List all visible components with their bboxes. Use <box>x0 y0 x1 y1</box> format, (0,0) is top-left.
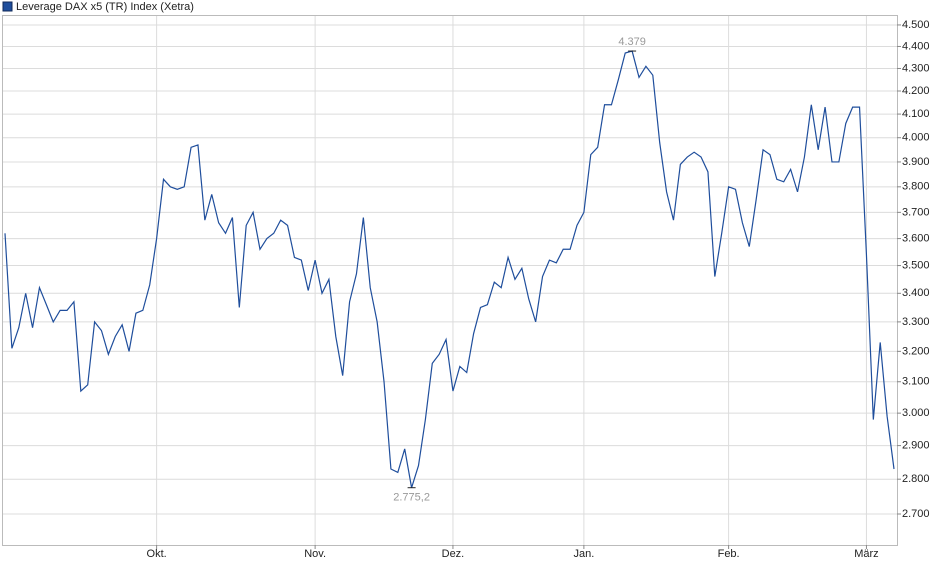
x-tick-label: Nov. <box>304 548 326 560</box>
y-tick-label: 4.100 <box>902 108 930 120</box>
x-tick-label: Feb. <box>718 548 740 560</box>
legend-swatch <box>2 1 13 12</box>
y-tick-label: 3.200 <box>902 345 930 357</box>
y-tick-label: 4.200 <box>902 85 930 97</box>
y-tick-label: 4.300 <box>902 62 930 74</box>
x-tick-label: Okt. <box>147 548 167 560</box>
y-tick-label: 3.700 <box>902 206 930 218</box>
legend-label: Leverage DAX x5 (TR) Index (Xetra) <box>16 1 194 13</box>
data-line <box>4 50 895 488</box>
y-tick-label: 3.000 <box>902 407 930 419</box>
y-tick-label: 3.300 <box>902 316 930 328</box>
y-tick-label: 3.600 <box>902 232 930 244</box>
value-label: 4.379 <box>618 36 646 48</box>
y-tick-label: 2.900 <box>902 440 930 452</box>
y-tick-label: 4.000 <box>902 132 930 144</box>
y-tick-label: 2.700 <box>902 508 930 520</box>
x-tick-label: Dez. <box>442 548 465 560</box>
plot-frame <box>2 15 898 546</box>
y-tick-label: 3.100 <box>902 376 930 388</box>
y-tick-label: 4.400 <box>902 40 930 52</box>
y-tick-label: 2.800 <box>902 473 930 485</box>
y-tick-label: 4.500 <box>902 19 930 31</box>
value-label: 2.775,2 <box>393 492 430 504</box>
x-tick-label: Jan. <box>573 548 594 560</box>
y-tick-label: 3.400 <box>902 287 930 299</box>
y-tick-label: 3.900 <box>902 156 930 168</box>
x-tick-label: März <box>854 548 878 560</box>
y-tick-label: 3.800 <box>902 181 930 193</box>
y-tick-label: 3.500 <box>902 259 930 271</box>
